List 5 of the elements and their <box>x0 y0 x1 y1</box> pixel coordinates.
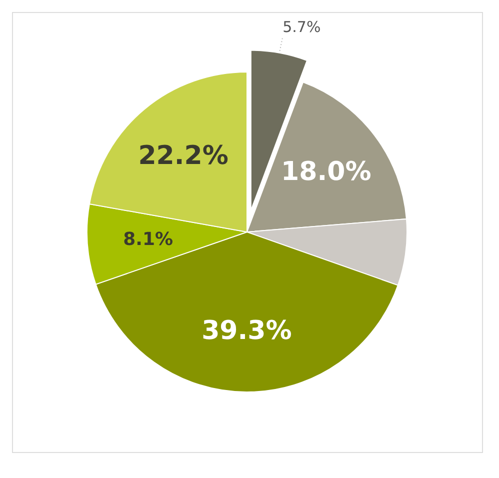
data-label: 22.2% <box>138 140 228 171</box>
data-label: 39.3% <box>202 316 292 346</box>
data-label: 5.7% <box>282 18 321 36</box>
data-label: 8.1% <box>123 228 174 250</box>
data-label: 18.0% <box>281 157 372 188</box>
